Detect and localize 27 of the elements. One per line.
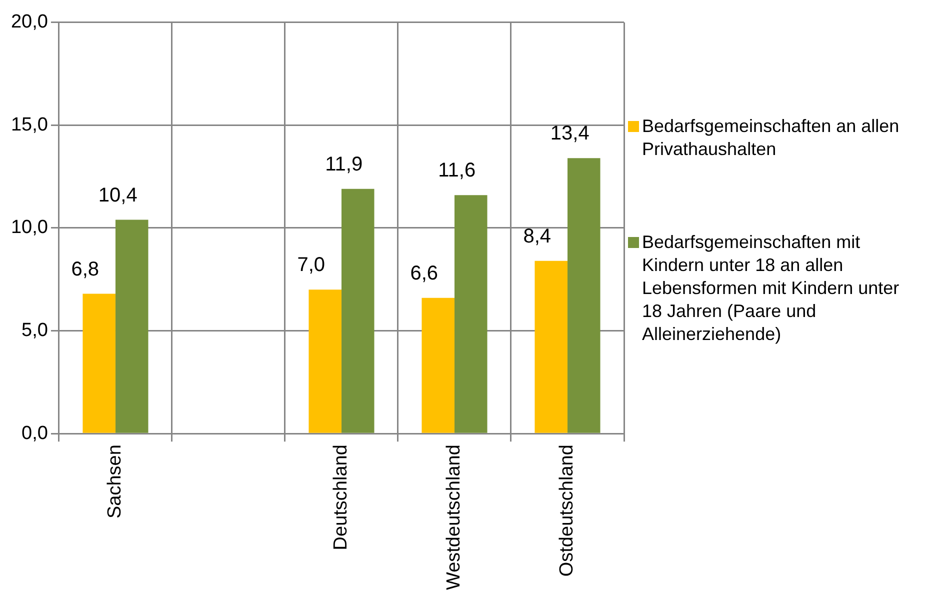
legend-label: Bedarfsgemeinschaften mit Kindern unter 18 an allen Lebensformen mit Kindern unter 18 Jahren (Paare und Alleinerziehende): [642, 231, 900, 346]
bar: [82, 294, 116, 433]
bar: [568, 158, 600, 433]
y-tick-label: 20,0: [10, 12, 48, 33]
y-tick-label: 15,0: [10, 114, 48, 136]
data-label: 11,9: [325, 153, 363, 176]
bar: [308, 290, 342, 433]
data-label: 8,4: [523, 225, 552, 248]
y-tick-label: 5,0: [22, 320, 48, 342]
bar: [454, 195, 488, 433]
data-label: 6,6: [410, 262, 438, 284]
bar: [341, 188, 374, 433]
data-label: 10,4: [98, 184, 138, 206]
bar: [422, 298, 454, 433]
x-tick-label: Deutschland: [330, 444, 352, 550]
data-label: 13,4: [550, 122, 590, 145]
x-tick-label: Sachsen: [104, 444, 126, 519]
x-tick-label: Westdeutschland: [444, 444, 465, 590]
legend-label: Bedarfsgemeinschaften an allen Privathaushalten: [642, 115, 900, 161]
bar: [115, 220, 148, 433]
data-label: 6,8: [71, 258, 99, 280]
x-tick-label: Ostdeutschland: [556, 444, 578, 577]
y-tick-label: 0,0: [22, 422, 48, 444]
data-label: 7,0: [297, 254, 326, 276]
bar: [534, 260, 568, 433]
y-tick-label: 10,0: [10, 217, 48, 238]
data-label: 11,6: [438, 160, 476, 182]
